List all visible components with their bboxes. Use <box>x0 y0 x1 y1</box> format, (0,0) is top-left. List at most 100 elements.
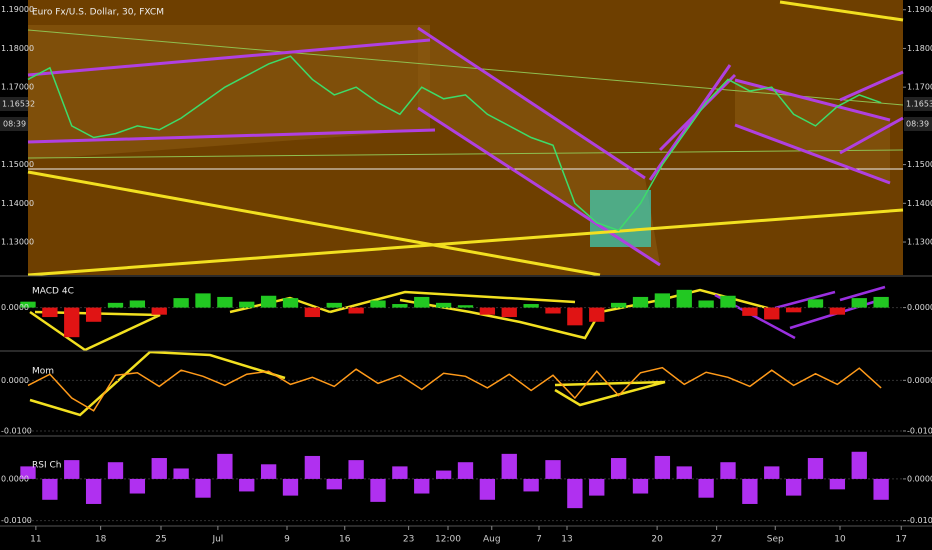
y-tick-label: 1.17000 <box>907 83 932 92</box>
histogram-bar <box>260 464 277 479</box>
histogram-bar <box>370 478 386 502</box>
histogram-bar <box>304 455 321 479</box>
histogram-bar <box>501 307 517 318</box>
x-tick-label: 12:00 <box>435 535 461 545</box>
y-tick-label: 1.14000 <box>1 199 34 208</box>
histogram-bar <box>807 458 824 479</box>
histogram-bar <box>720 295 736 308</box>
y-tick-label: -0.0100 <box>907 426 932 435</box>
histogram-bar <box>42 478 58 500</box>
histogram-bar <box>501 453 517 479</box>
y-tick-label: 0.0000 <box>1 376 29 385</box>
histogram-bar <box>873 478 889 500</box>
x-tick-label: 23 <box>403 535 414 545</box>
x-tick-label: Sep <box>767 535 784 545</box>
histogram-bar <box>742 478 758 504</box>
histogram-bar <box>785 307 802 313</box>
price-line <box>27 55 882 232</box>
histogram-bar <box>523 478 539 492</box>
histogram-bar <box>785 478 802 496</box>
histogram-bar <box>239 301 255 308</box>
y-tick-label: 1.13000 <box>907 238 932 247</box>
y-tick-label: 0.0000 <box>907 303 932 312</box>
x-tick-label: Aug <box>483 535 501 545</box>
histogram-bar <box>457 462 474 479</box>
histogram-bar <box>282 478 299 496</box>
x-tick-label: 17 <box>896 535 907 545</box>
yellow-trendlines <box>27 0 904 277</box>
histogram-bar <box>435 470 452 479</box>
x-tick-label: 25 <box>155 535 166 545</box>
y-tick-label: 1.19000 <box>907 5 932 14</box>
histogram-bar <box>20 466 36 479</box>
histogram-bar <box>567 478 583 509</box>
histogram-bar <box>42 307 58 318</box>
histogram-bar <box>589 478 605 496</box>
histogram-bar <box>85 478 102 504</box>
x-tick-label: 11 <box>30 535 41 545</box>
histogram-bar <box>195 478 211 498</box>
histogram-bar <box>392 466 408 479</box>
histogram-bar <box>676 289 692 308</box>
panel-title: MACD 4C <box>32 287 74 297</box>
histogram-bar <box>851 298 867 308</box>
x-tick-label: 13 <box>561 535 572 545</box>
histogram-bar <box>107 302 124 308</box>
y-tick-label: -0.0100 <box>1 426 32 435</box>
y-tick-label: 1.14000 <box>907 199 932 208</box>
y-tick-label: -0.0100 <box>907 516 932 525</box>
histogram-bar <box>392 304 408 308</box>
last-price: 1.16532 <box>2 100 35 109</box>
histogram-bar <box>64 460 80 479</box>
channel-shade <box>28 25 430 160</box>
histogram-bar <box>348 307 364 314</box>
histogram-bar <box>370 300 386 308</box>
histogram-bar <box>64 307 80 338</box>
histogram-bar <box>523 304 539 308</box>
x-tick-label: 18 <box>95 535 107 545</box>
x-tick-label: 27 <box>711 535 722 545</box>
purple-trendlines <box>27 26 904 267</box>
histogram-bar <box>610 302 627 308</box>
y-tick-label: 1.18000 <box>1 44 34 53</box>
panel-title: RSI Ch <box>32 461 61 471</box>
histogram-bar <box>698 478 714 498</box>
histogram-bar <box>632 296 649 308</box>
last-price: 1.16532 <box>906 100 932 109</box>
histogram-bar <box>807 299 824 308</box>
histogram-bar <box>742 307 758 316</box>
histogram-bar <box>764 466 780 479</box>
histogram-bar <box>676 466 692 479</box>
histogram-bar <box>698 300 714 308</box>
histogram-bar <box>85 307 102 322</box>
histogram-bar <box>151 307 167 315</box>
countdown-box <box>0 117 28 131</box>
y-tick-label: 1.13000 <box>1 238 34 247</box>
y-tick-label: 0.0000 <box>907 474 932 483</box>
histogram-bar <box>326 302 342 308</box>
histogram-bar <box>654 293 671 308</box>
histogram-bar <box>151 458 167 479</box>
histogram-bar <box>457 305 474 308</box>
y-tick-label: 1.15000 <box>1 160 34 169</box>
histogram-bar <box>589 307 605 322</box>
price-label-box <box>0 97 28 111</box>
histogram-bar <box>414 478 430 494</box>
y-tick-label: 0.0000 <box>1 303 29 312</box>
histogram-bar <box>414 296 430 308</box>
y-tick-label: 0.0000 <box>1 474 29 483</box>
countdown-box <box>904 117 932 131</box>
histogram-bar <box>545 460 561 479</box>
histogram-bar <box>326 478 342 490</box>
histogram-bar <box>632 478 649 494</box>
y-tick-label: 0.0000 <box>907 376 932 385</box>
histogram-bar <box>720 462 736 479</box>
countdown: 08:39 <box>3 120 26 129</box>
histogram-bar <box>479 307 496 315</box>
histogram-bar <box>173 468 189 479</box>
histogram-bar <box>851 451 867 479</box>
x-tick-label: Jul <box>211 535 223 545</box>
x-tick-label: 20 <box>651 535 663 545</box>
histogram-bar <box>129 478 146 494</box>
histogram-bar <box>764 307 780 320</box>
